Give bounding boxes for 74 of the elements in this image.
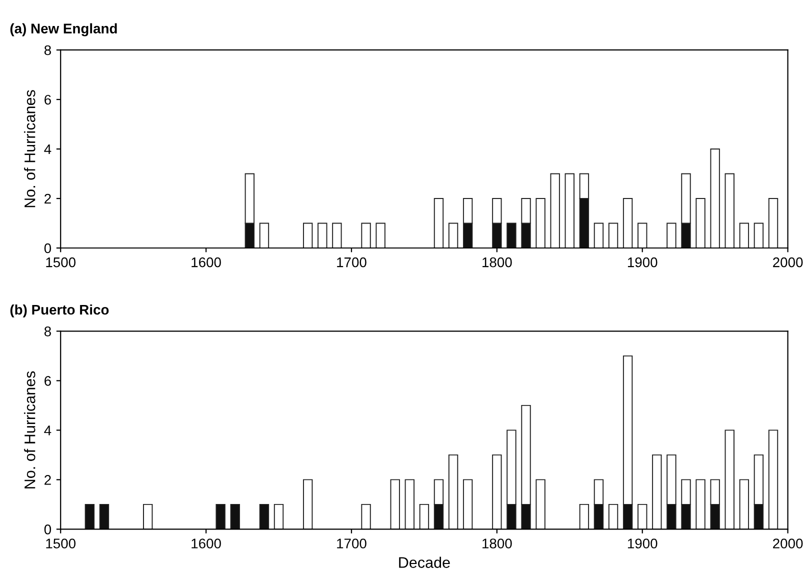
y-tick-label: 8 [44, 326, 51, 336]
bar [448, 222, 458, 248]
bar [536, 198, 546, 248]
chart-title: (a) New England [10, 23, 117, 36]
bar [710, 148, 720, 248]
bar [638, 222, 648, 248]
y-tick-label: 0 [44, 524, 52, 534]
bar [739, 479, 750, 530]
x-tick-label: 1700 [337, 257, 366, 268]
bar [724, 173, 734, 248]
y-tick-label: 2 [44, 194, 51, 204]
bar [390, 479, 400, 530]
x-axis-title: Decade [399, 556, 450, 568]
bar [739, 222, 750, 248]
bar [404, 479, 415, 530]
bar [768, 198, 778, 248]
bar [216, 504, 226, 530]
y-tick-label: 6 [44, 376, 51, 386]
y-tick-label: 0 [44, 243, 52, 254]
x-tick-label: 1500 [46, 257, 76, 268]
bar [768, 430, 778, 530]
x-tick-label: 1600 [192, 538, 221, 548]
y-axis-title: No. of Hurricanes [24, 90, 36, 208]
x-tick-label: 1800 [482, 538, 512, 548]
bar [724, 430, 734, 530]
x-tick-label: 1700 [337, 538, 366, 548]
x-tick-label: 1900 [628, 538, 658, 548]
x-tick-label: 1500 [46, 538, 76, 548]
bar [462, 479, 473, 530]
bar [376, 222, 386, 248]
bar [361, 222, 371, 248]
bar [419, 504, 430, 530]
x-tick-label: 1900 [628, 257, 658, 268]
x-tick-label: 1800 [482, 257, 512, 268]
bar [608, 504, 618, 530]
bar [754, 222, 764, 248]
y-tick-label: 2 [44, 475, 51, 485]
bar [143, 504, 153, 530]
bar [564, 173, 574, 248]
y-axis-title: No. of Hurricanes [24, 371, 36, 488]
bar [594, 222, 604, 248]
bar [259, 222, 270, 248]
x-tick-label: 2000 [773, 257, 803, 268]
bar [652, 454, 662, 530]
bar [448, 454, 458, 530]
x-tick-label: 2000 [773, 538, 803, 548]
bar [666, 222, 676, 248]
y-tick-label: 8 [44, 45, 51, 56]
y-tick-label: 4 [44, 144, 52, 154]
y-tick-label: 6 [44, 94, 51, 105]
bar [259, 504, 270, 530]
x-tick-label: 1600 [192, 257, 221, 268]
bar [608, 222, 618, 248]
bar [99, 504, 110, 530]
bar [84, 504, 95, 530]
bar [579, 504, 590, 530]
bar [361, 504, 371, 530]
bar [696, 479, 706, 530]
bar [492, 454, 502, 530]
bar [318, 222, 328, 248]
bar [303, 479, 313, 530]
bar [638, 504, 648, 530]
bar [230, 504, 240, 530]
bar [536, 479, 546, 530]
bar [274, 504, 284, 530]
bar [696, 198, 706, 248]
y-tick-label: 4 [44, 426, 52, 436]
bar [550, 173, 560, 248]
chart-title: (b) Puerto Rico [10, 304, 109, 318]
bar [622, 198, 633, 248]
bar [506, 222, 516, 248]
bar [303, 222, 313, 248]
bar [332, 222, 342, 248]
bar [434, 198, 444, 248]
